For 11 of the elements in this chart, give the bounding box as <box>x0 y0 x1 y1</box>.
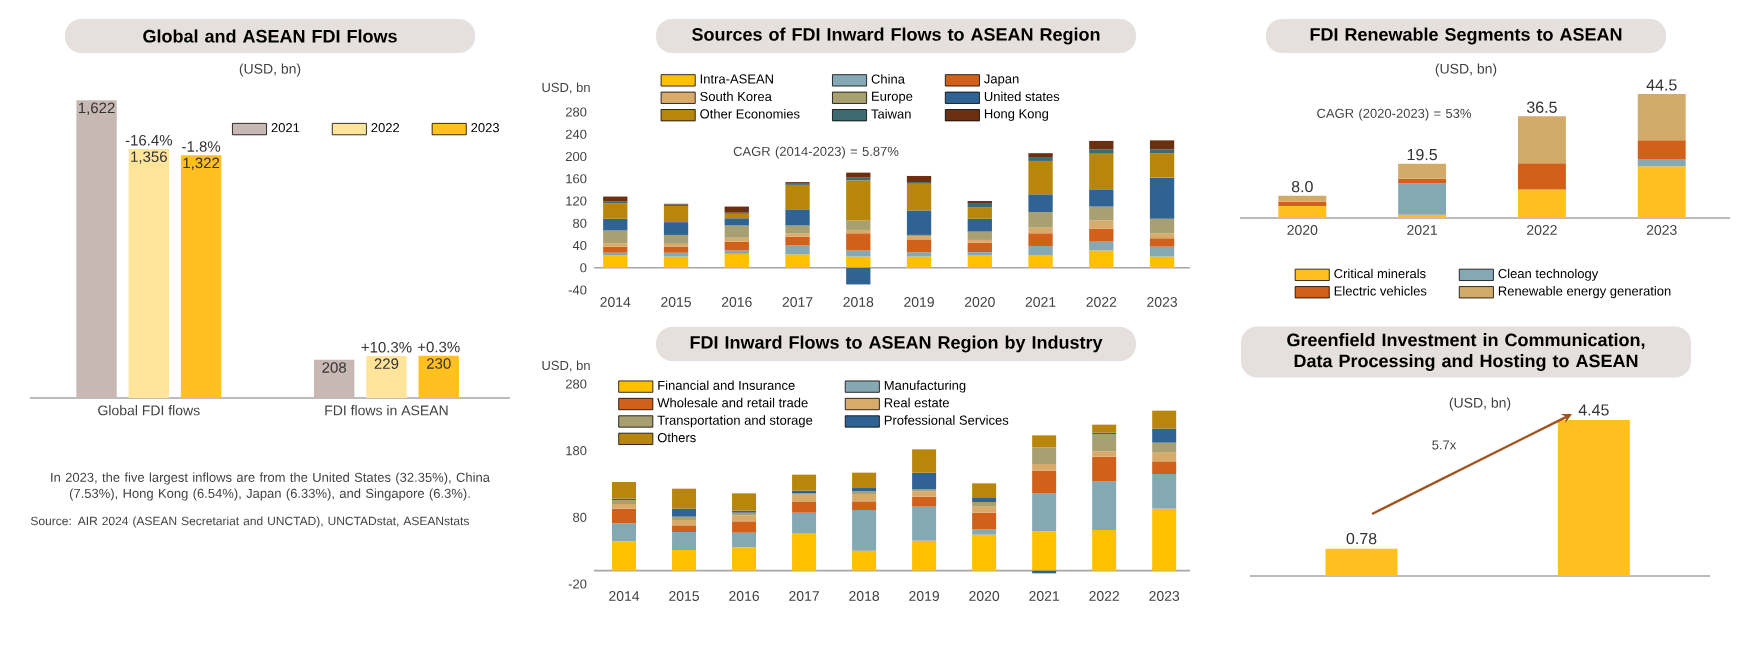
annotation: 19.5 <box>1407 148 1437 161</box>
annotation: 44.5 <box>1646 79 1677 91</box>
annotation: 36.5 <box>1526 101 1557 113</box>
chart-title: Greenfield Investment in Communication, Data Processing and Hosting to ASEAN <box>1287 333 1645 371</box>
annotation: 8.0 <box>1291 180 1313 193</box>
chart-title: FDI Renewable Segments to ASEAN <box>1310 27 1622 45</box>
data-label: 0.78 <box>1346 532 1377 545</box>
chart-title: FDI Inward Flows to ASEAN Region by Industry <box>690 335 1103 353</box>
chart-title: Sources of FDI Inward Flows to ASEAN Region <box>692 27 1100 45</box>
chart-title: Global and ASEAN FDI Flows <box>143 29 397 43</box>
data-label: 4.45 <box>1578 404 1609 416</box>
